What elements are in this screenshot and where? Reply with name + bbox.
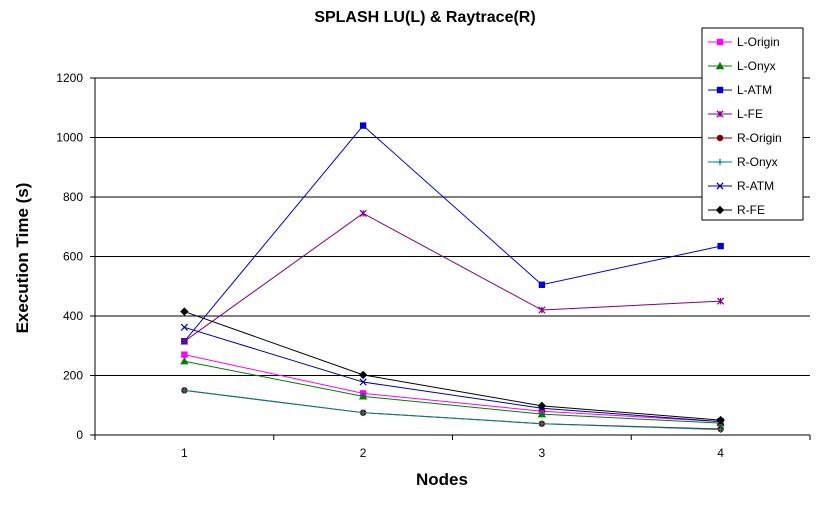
y-tick-label: 800 (63, 190, 83, 204)
legend-label: R-Onyx (737, 155, 778, 169)
legend: L-Origin L-Onyx L-ATM L-FE R-Origin R-Onyx R-A… (701, 27, 804, 221)
series-group (180, 122, 725, 433)
legend-item: L-Onyx (708, 59, 776, 73)
legend-marker (716, 110, 724, 118)
series-line (184, 389, 721, 431)
legend-item: R-ATM (708, 179, 774, 193)
series-l-atm (181, 122, 724, 345)
y-tick-label: 1000 (56, 131, 83, 145)
axes: 0 200 400 600 800 1000 1200 1 2 3 4 (56, 71, 811, 460)
x-axis-title: Nodes (416, 470, 468, 489)
legend-label: R-Origin (737, 131, 782, 145)
legend-item: R-FE (708, 203, 765, 217)
data-point (181, 351, 188, 358)
y-tick-label: 0 (76, 428, 83, 442)
legend-item: L-FE (708, 107, 763, 121)
y-tick-label: 1200 (56, 71, 83, 85)
legend-marker (716, 158, 724, 166)
legend-label: L-Onyx (737, 59, 776, 73)
data-point (717, 242, 724, 250)
legend-marker (716, 86, 724, 94)
data-point (717, 297, 725, 305)
x-tick-label: 4 (717, 446, 724, 460)
data-point (538, 306, 546, 314)
data-point (358, 370, 368, 380)
data-point (180, 337, 188, 345)
legend-marker (715, 205, 725, 215)
data-point (180, 357, 189, 365)
legend-item: L-ATM (708, 83, 772, 97)
series-line (184, 326, 721, 423)
chart-title: SPLASH LU(L) & Raytrace(R) (314, 9, 535, 26)
y-tick-label: 400 (63, 309, 83, 323)
data-point (717, 426, 724, 433)
legend-marker (715, 61, 725, 70)
legend-label: L-FE (737, 107, 763, 121)
series-r-fe (180, 307, 725, 425)
x-tick-label: 1 (181, 446, 188, 460)
data-point (359, 122, 367, 129)
data-point (537, 409, 547, 418)
series-line (184, 311, 721, 421)
legend-label: R-ATM (737, 179, 774, 193)
legend-label: L-ATM (737, 83, 772, 97)
legend-label: L-Origin (737, 35, 780, 49)
legend-marker (716, 38, 724, 46)
legend-item: R-Origin (708, 131, 782, 145)
legend-item: R-Onyx (708, 155, 778, 169)
legend-marker (716, 182, 724, 190)
legend-item: L-Origin (708, 35, 780, 49)
y-tick-label: 600 (63, 250, 83, 264)
series-line (184, 360, 721, 424)
x-tick-label: 3 (539, 446, 546, 460)
data-point (716, 415, 725, 425)
y-tick-label: 200 (63, 369, 83, 383)
data-point (181, 387, 188, 394)
legend-label: R-FE (737, 203, 765, 217)
series-r-origin (181, 387, 724, 433)
legend-marker (716, 134, 724, 142)
data-point (358, 392, 368, 400)
data-point (537, 401, 547, 411)
series-line (184, 354, 721, 423)
data-point (180, 307, 189, 316)
y-axis-title: Execution Time (s) (13, 183, 32, 334)
data-point (359, 409, 367, 416)
series-line (184, 212, 721, 342)
data-point (538, 281, 546, 288)
series-line (184, 389, 721, 430)
x-tick-label: 2 (360, 446, 367, 460)
data-point (359, 378, 367, 386)
series-l-fe (180, 209, 725, 345)
grid (95, 77, 810, 376)
data-point (359, 209, 367, 217)
data-point (180, 323, 188, 331)
data-point (538, 420, 546, 427)
series-line (183, 124, 721, 342)
series-r-onyx (181, 387, 724, 433)
